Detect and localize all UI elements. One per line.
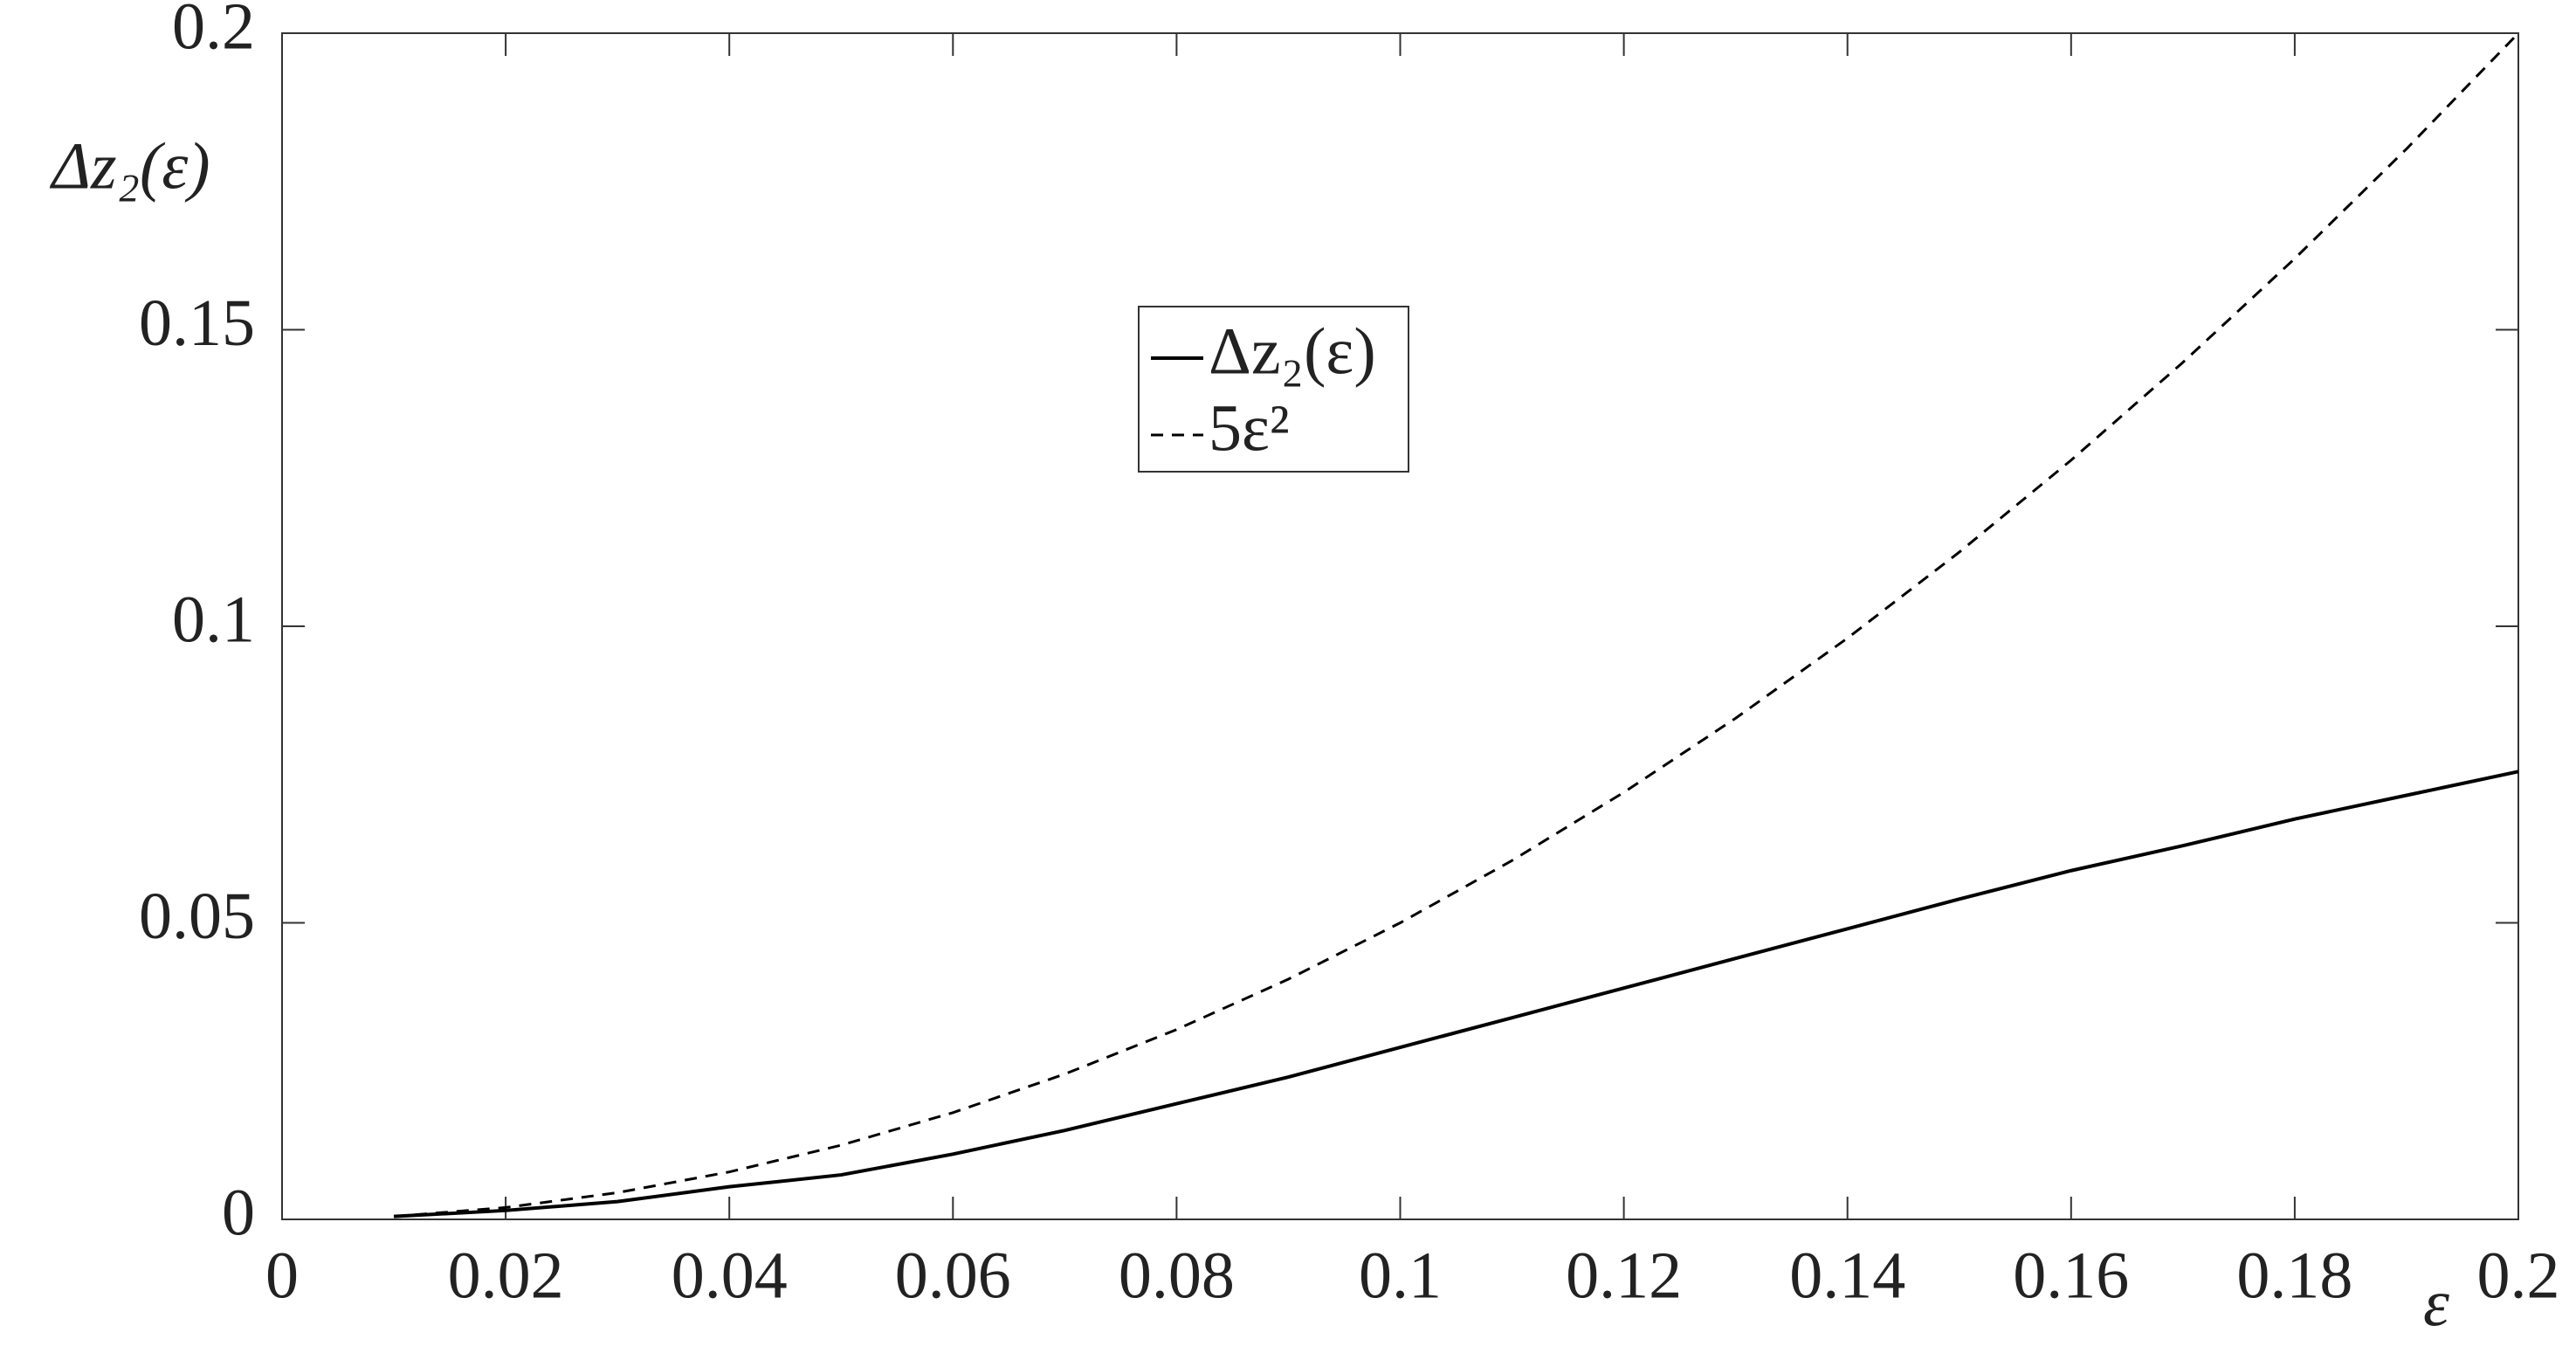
legend-box [1138,306,1409,473]
x-tick-label: 0.1 [1359,1239,1442,1312]
x-tick-label: 0.02 [448,1239,564,1312]
y-tick-label: 0.05 [139,880,255,953]
x-axis-label: ε [2423,1267,2449,1340]
y-tick-label: 0.15 [139,286,255,360]
x-tick-label: 0.18 [2236,1239,2352,1312]
y-tick-label: 0.2 [172,0,255,63]
x-tick-label: 0.06 [895,1239,1011,1312]
plot-frame [281,32,2519,1220]
x-tick-label: 0.04 [672,1239,788,1312]
y-axis-label: Δz₂(ε) [49,129,210,203]
legend-label: Δz₂(ε) [1209,314,1376,388]
series-line [393,770,2519,1218]
y-tick-label: 0 [222,1176,255,1249]
x-tick-label: 0.08 [1119,1239,1235,1312]
x-tick-label: 0.2 [2477,1239,2560,1312]
x-tick-label: 0.16 [2013,1239,2129,1312]
x-tick-label: 0.12 [1566,1239,1682,1312]
legend-label: 5ε² [1209,391,1290,465]
series-line [393,31,2520,1218]
y-tick-label: 0.1 [172,583,255,656]
x-tick-label: 0 [265,1239,299,1312]
x-tick-label: 0.14 [1789,1239,1905,1312]
